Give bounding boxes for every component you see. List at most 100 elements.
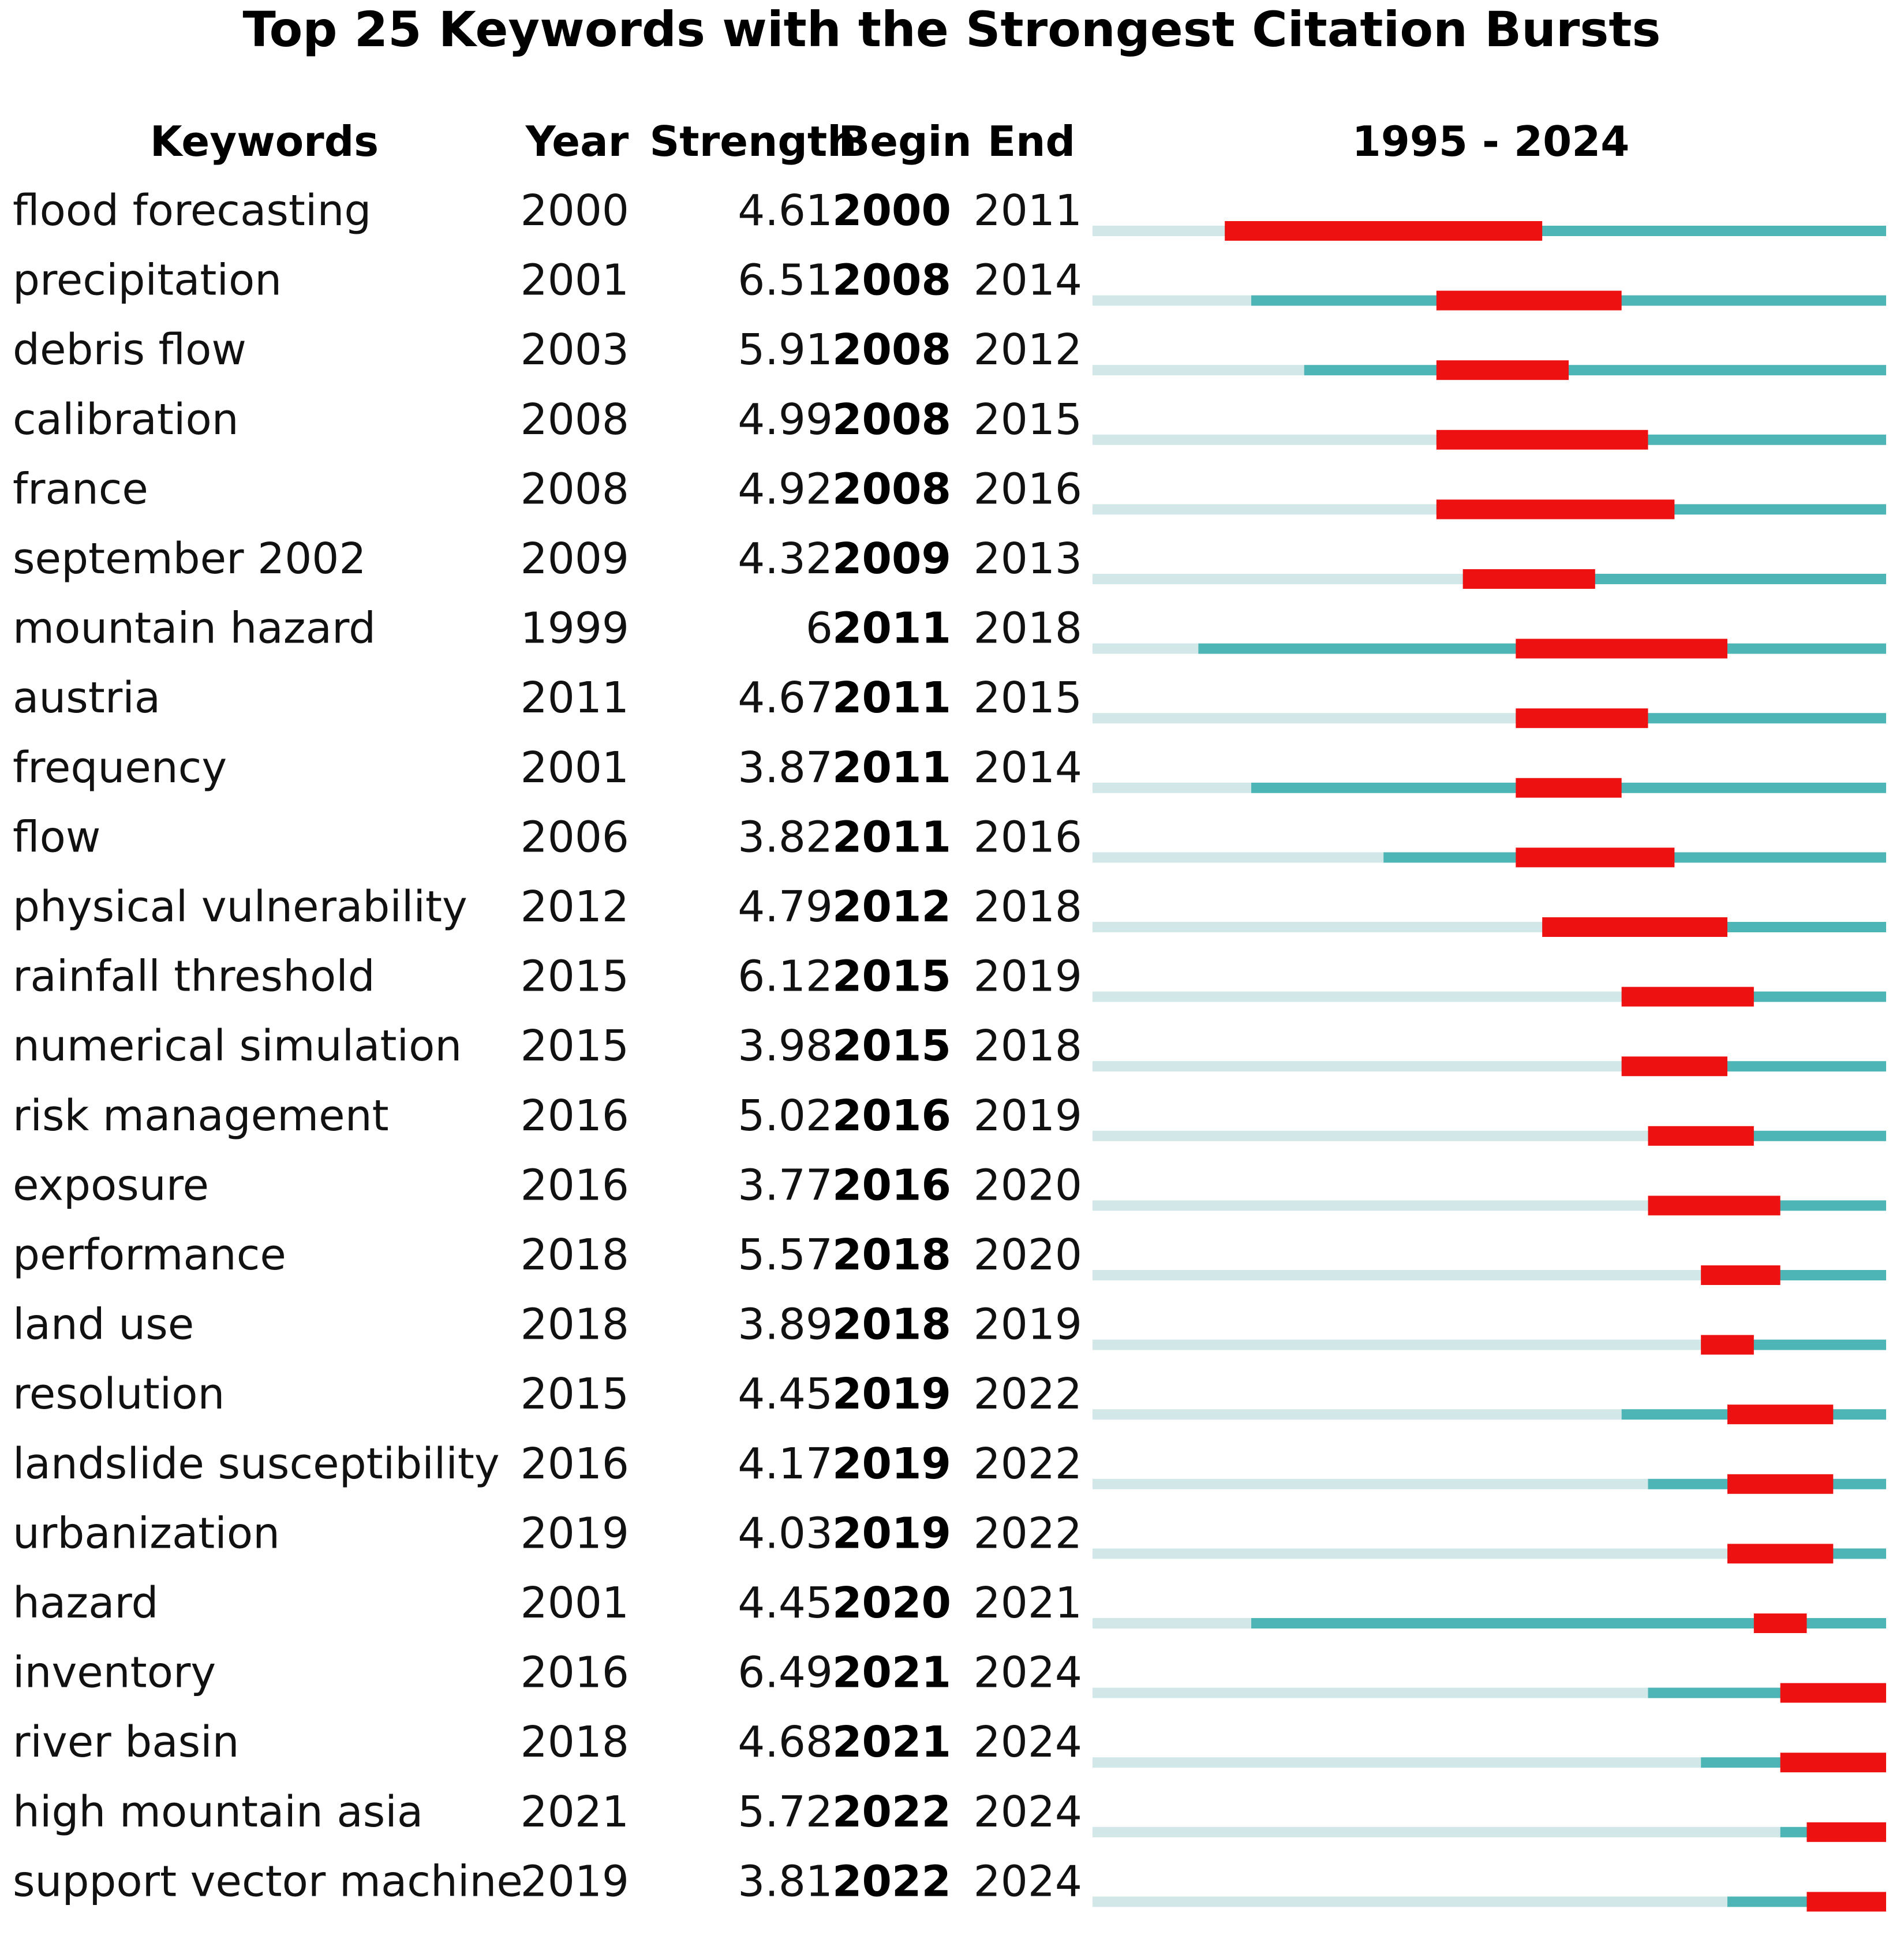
keyword-cell: precipitation (13, 256, 282, 305)
begin-cell: 2011 (832, 604, 951, 653)
burst-bar (1516, 778, 1622, 798)
timeline-inactive-segment (1093, 1200, 1648, 1211)
begin-cell: 2022 (832, 1787, 951, 1837)
end-cell: 2013 (974, 534, 1082, 584)
burst-row: calibration 2008 4.99 2008 2015 (13, 395, 1886, 450)
strength-cell: 5.02 (738, 1091, 833, 1141)
begin-cell: 2008 (832, 325, 951, 375)
begin-cell: 2011 (832, 812, 951, 862)
strength-cell: 6.49 (738, 1648, 833, 1698)
burst-bar (1806, 1822, 1886, 1842)
end-cell: 2014 (974, 743, 1082, 793)
timeline-inactive-segment (1093, 434, 1437, 445)
strength-cell: 6 (806, 604, 833, 653)
burst-row: mountain hazard 1999 6 2011 2018 (13, 604, 1886, 659)
strength-cell: 5.72 (738, 1787, 833, 1837)
timeline-active-segment (1251, 1618, 1886, 1628)
end-cell: 2024 (974, 1717, 1082, 1767)
burst-bar (1516, 708, 1648, 729)
keyword-cell: calibration (13, 395, 239, 444)
end-cell: 2020 (974, 1160, 1082, 1210)
end-cell: 2020 (974, 1230, 1082, 1280)
year-cell: 2000 (521, 186, 629, 236)
year-cell: 2016 (521, 1160, 629, 1210)
strength-cell: 4.99 (738, 395, 833, 444)
year-cell: 2018 (521, 1230, 629, 1280)
end-cell: 2022 (974, 1369, 1082, 1419)
burst-row: rainfall threshold 2015 6.12 2015 2019 (13, 952, 1886, 1007)
burst-bar (1516, 638, 1727, 659)
burst-bar (1516, 847, 1675, 868)
year-cell: 2008 (521, 395, 629, 444)
keyword-cell: landslide susceptibility (13, 1439, 500, 1489)
strength-cell: 4.45 (738, 1369, 833, 1419)
strength-cell: 4.61 (738, 186, 833, 236)
burst-bar (1648, 1126, 1754, 1146)
timeline-inactive-segment (1093, 574, 1463, 584)
year-cell: 2001 (521, 743, 629, 793)
begin-cell: 2016 (832, 1160, 951, 1210)
timeline-inactive-segment (1093, 991, 1622, 1002)
timeline-inactive-segment (1093, 1409, 1622, 1420)
keyword-cell: river basin (13, 1717, 240, 1767)
end-cell: 2018 (974, 1021, 1082, 1071)
year-cell: 2008 (521, 464, 629, 514)
end-cell: 2018 (974, 604, 1082, 653)
burst-bar (1436, 290, 1622, 311)
header-year-range: 1995 - 2024 (1352, 117, 1630, 166)
timeline-inactive-segment (1093, 365, 1304, 376)
strength-cell: 5.57 (738, 1230, 833, 1280)
burst-row: flood forecasting 2000 4.61 2000 2011 (13, 186, 1886, 241)
burst-row: debris flow 2003 5.91 2008 2012 (13, 325, 1886, 380)
burst-bar (1436, 499, 1675, 520)
year-cell: 2016 (521, 1439, 629, 1489)
strength-cell: 5.91 (738, 325, 833, 375)
burst-bar (1621, 1056, 1727, 1077)
timeline-inactive-segment (1093, 1757, 1701, 1768)
keyword-cell: debris flow (13, 325, 246, 375)
burst-bar (1648, 1196, 1780, 1216)
burst-bar (1806, 1892, 1886, 1912)
header-keywords: Keywords (150, 117, 379, 166)
begin-cell: 2018 (832, 1300, 951, 1350)
keyword-cell: performance (13, 1230, 286, 1280)
timeline-inactive-segment (1093, 1618, 1251, 1628)
burst-bar (1780, 1683, 1886, 1703)
begin-cell: 2015 (832, 952, 951, 1002)
begin-cell: 2000 (832, 186, 951, 236)
keyword-cell: risk management (13, 1091, 389, 1141)
timeline-inactive-segment (1093, 504, 1437, 515)
keyword-cell: numerical simulation (13, 1021, 462, 1071)
strength-cell: 3.77 (738, 1160, 833, 1210)
strength-cell: 3.82 (738, 812, 833, 862)
keyword-cell: exposure (13, 1160, 209, 1210)
burst-bar (1701, 1265, 1780, 1285)
year-cell: 2001 (521, 1578, 629, 1628)
timeline-inactive-segment (1093, 713, 1516, 724)
strength-cell: 3.89 (738, 1300, 833, 1350)
end-cell: 2016 (974, 464, 1082, 514)
burst-row: flow 2006 3.82 2011 2016 (13, 812, 1886, 868)
year-cell: 2016 (521, 1091, 629, 1141)
header-begin: Begin (838, 117, 971, 166)
end-cell: 2012 (974, 325, 1082, 375)
keyword-cell: rainfall threshold (13, 952, 375, 1002)
timeline-inactive-segment (1093, 1548, 1727, 1559)
keyword-cell: austria (13, 673, 160, 723)
year-cell: 2001 (521, 256, 629, 305)
begin-cell: 2008 (832, 256, 951, 305)
begin-cell: 2021 (832, 1717, 951, 1767)
strength-cell: 4.68 (738, 1717, 833, 1767)
year-cell: 2016 (521, 1648, 629, 1698)
burst-bar (1701, 1335, 1754, 1355)
begin-cell: 2012 (832, 882, 951, 932)
begin-cell: 2009 (832, 534, 951, 584)
header-strength: Strength (649, 117, 856, 166)
burst-row: austria 2011 4.67 2011 2015 (13, 673, 1886, 729)
begin-cell: 2022 (832, 1856, 951, 1906)
burst-bar (1727, 1474, 1834, 1494)
end-cell: 2011 (974, 186, 1082, 236)
begin-cell: 2019 (832, 1439, 951, 1489)
timeline-inactive-segment (1093, 1339, 1701, 1350)
begin-cell: 2019 (832, 1369, 951, 1419)
